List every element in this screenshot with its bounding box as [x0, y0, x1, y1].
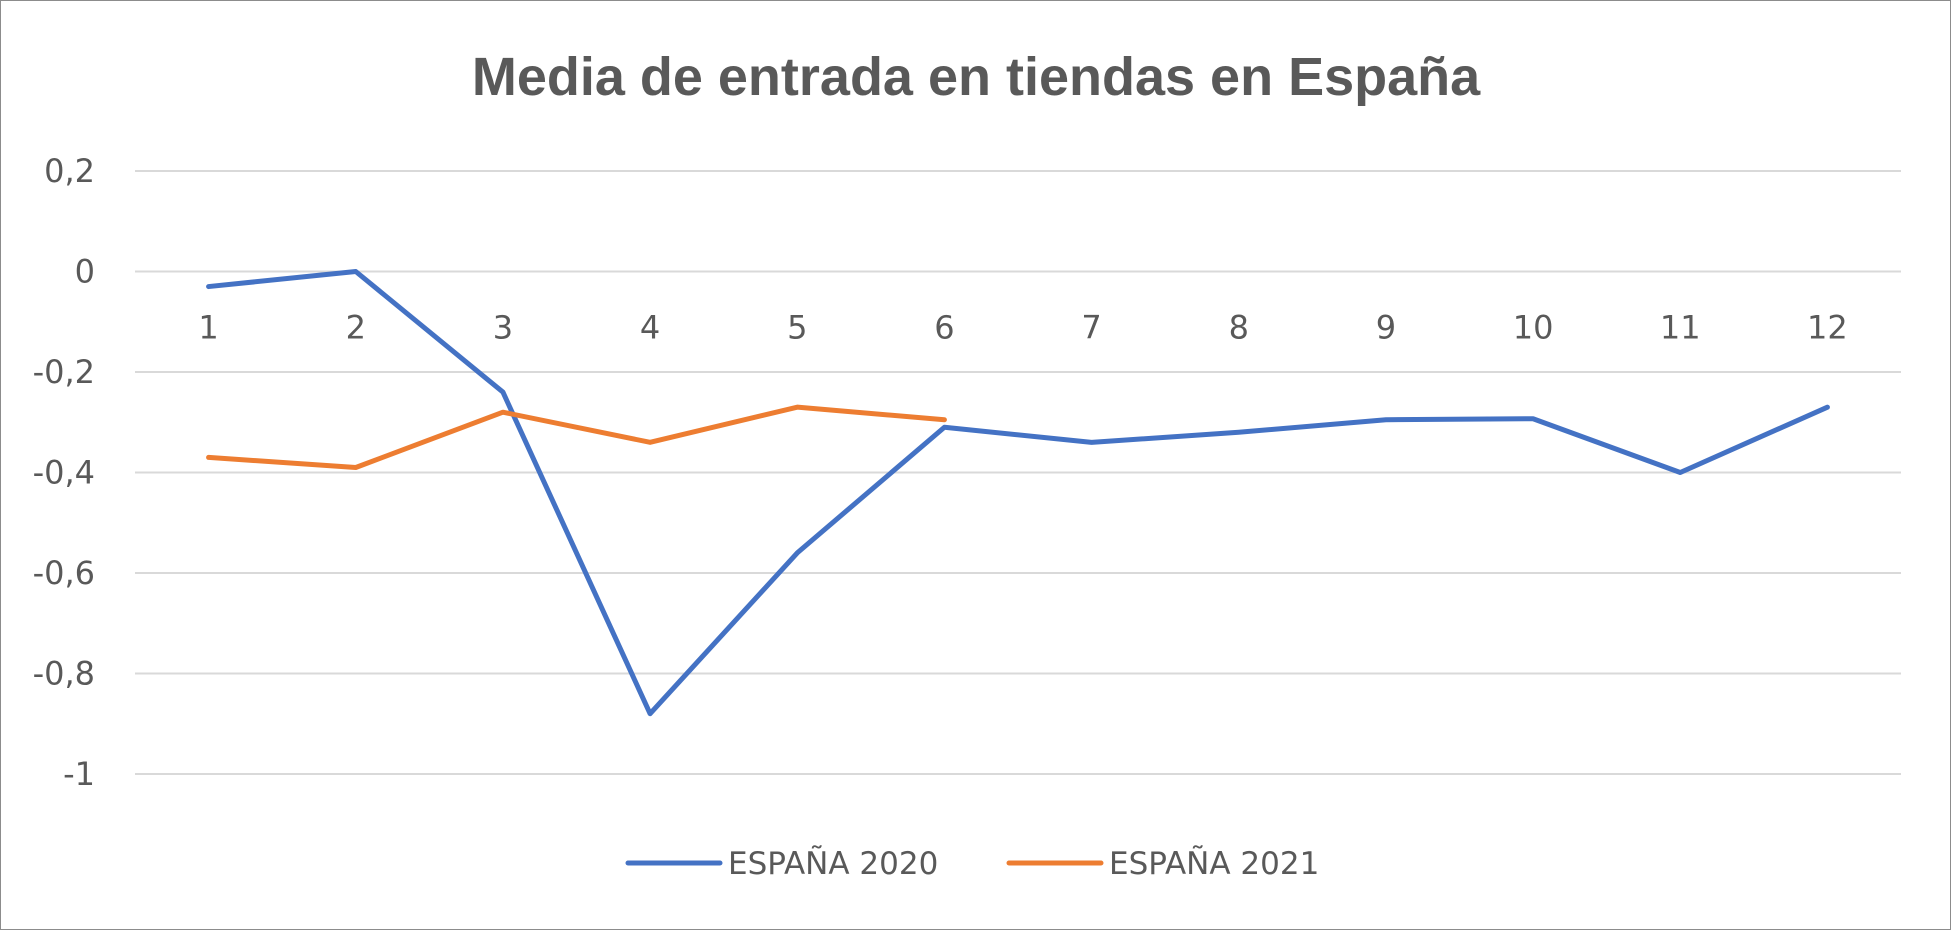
x-tick-label: 12 — [1807, 309, 1848, 347]
x-tick-label: 4 — [640, 309, 660, 347]
x-axis-ticks: 1 2 3 4 5 6 7 8 9 10 11 12 — [198, 309, 1847, 347]
x-tick-label: 1 — [198, 309, 218, 347]
legend: ESPAÑA 2020 ESPAÑA 2021 — [625, 846, 1319, 882]
x-tick-label: 10 — [1513, 309, 1554, 347]
gridlines — [135, 170, 1901, 775]
y-tick-label: 0 — [75, 253, 95, 291]
legend-label: ESPAÑA 2020 — [728, 846, 938, 882]
x-tick-label: 9 — [1376, 309, 1396, 347]
x-tick-label: 2 — [346, 309, 366, 347]
x-tick-label: 7 — [1081, 309, 1101, 347]
x-tick-label: 11 — [1660, 309, 1701, 347]
y-tick-label: 0,2 — [44, 152, 95, 190]
x-tick-label: 5 — [787, 309, 807, 347]
legend-label: ESPAÑA 2021 — [1109, 846, 1319, 882]
y-tick-label: -0,4 — [33, 454, 95, 492]
series-lines — [206, 269, 1830, 717]
series-line-1 — [206, 269, 1830, 717]
chart-title: Media de entrada en tiendas en España — [472, 47, 1481, 107]
series-line-2 — [206, 404, 947, 470]
x-tick-label: 6 — [934, 309, 954, 347]
y-axis-ticks: 0,2 0 -0,2 -0,4 -0,6 -0,8 -1 — [33, 152, 95, 793]
x-tick-label: 3 — [493, 309, 513, 347]
y-tick-label: -0,6 — [33, 554, 95, 592]
y-tick-label: -0,2 — [33, 353, 95, 391]
y-tick-label: -1 — [63, 755, 95, 793]
y-tick-label: -0,8 — [33, 655, 95, 693]
x-tick-label: 8 — [1229, 309, 1249, 347]
